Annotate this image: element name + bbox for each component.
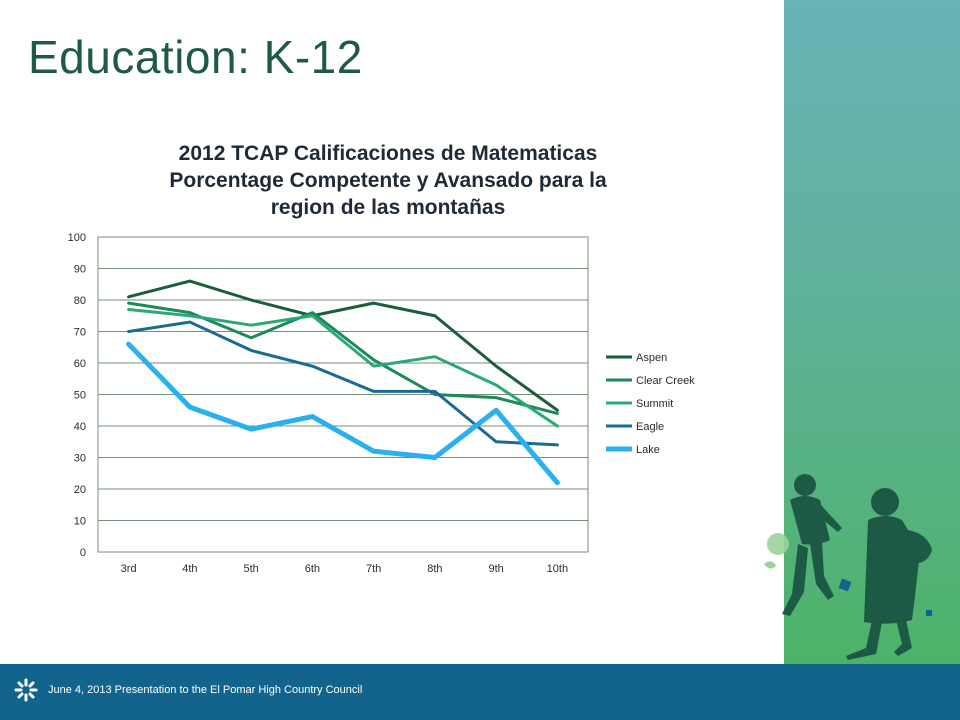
children-illustration (764, 474, 932, 660)
x-tick-label: 3rd (121, 563, 137, 575)
series-line-clear-creek (127, 301, 559, 415)
line-chart: 0 10 20 30 40 50 60 70 80 90 100 3rd 4th 5th 6th 7th 8th… (68, 232, 696, 575)
chart-title-line-1: 2012 TCAP Calificaciones de Matematicas (178, 142, 598, 165)
x-tick-label: 4th (182, 563, 197, 575)
series-line-eagle (127, 320, 559, 447)
y-tick-label: 0 (80, 547, 86, 559)
series-line-lake (126, 341, 560, 486)
x-tick-label: 6th (305, 563, 320, 575)
y-tick-label: 10 (74, 516, 86, 528)
y-tick-label: 30 (74, 453, 86, 465)
legend-label: Clear Creek (636, 375, 695, 387)
x-tick-label: 5th (243, 563, 258, 575)
series-line-summit (127, 307, 559, 428)
legend-label: Summit (636, 398, 673, 410)
y-tick-label: 100 (68, 232, 86, 244)
logo-icon (14, 678, 38, 702)
chart-title: 2012 TCAP Calificaciones de Matematicas … (98, 140, 678, 221)
chart-title-line-2: Porcentage Competente y Avansado para la (169, 169, 607, 192)
x-tick-label: 7th (366, 563, 381, 575)
legend-label: Lake (636, 444, 660, 456)
y-tick-label: 20 (74, 484, 86, 496)
x-tick-label: 10th (547, 563, 568, 575)
footer-text: June 4, 2013 Presentation to the El Poma… (48, 684, 363, 696)
y-tick-label: 90 (74, 264, 86, 276)
slide-title: Education: K-12 (28, 31, 363, 83)
legend-label: Eagle (636, 421, 664, 433)
chart-title-line-3: region de las montañas (270, 196, 506, 219)
series-line-aspen (127, 279, 559, 412)
x-tick-label: 9th (488, 563, 503, 575)
y-tick-label: 40 (74, 421, 86, 433)
y-tick-label: 50 (74, 390, 86, 402)
legend-label: Aspen (636, 352, 667, 364)
x-tick-label: 8th (427, 563, 442, 575)
footer-bar: June 4, 2013 Presentation to the El Poma… (0, 664, 960, 720)
y-tick-label: 60 (74, 358, 86, 370)
y-tick-label: 70 (74, 327, 86, 339)
plot-area-border (97, 236, 589, 553)
y-tick-label: 80 (74, 295, 86, 307)
